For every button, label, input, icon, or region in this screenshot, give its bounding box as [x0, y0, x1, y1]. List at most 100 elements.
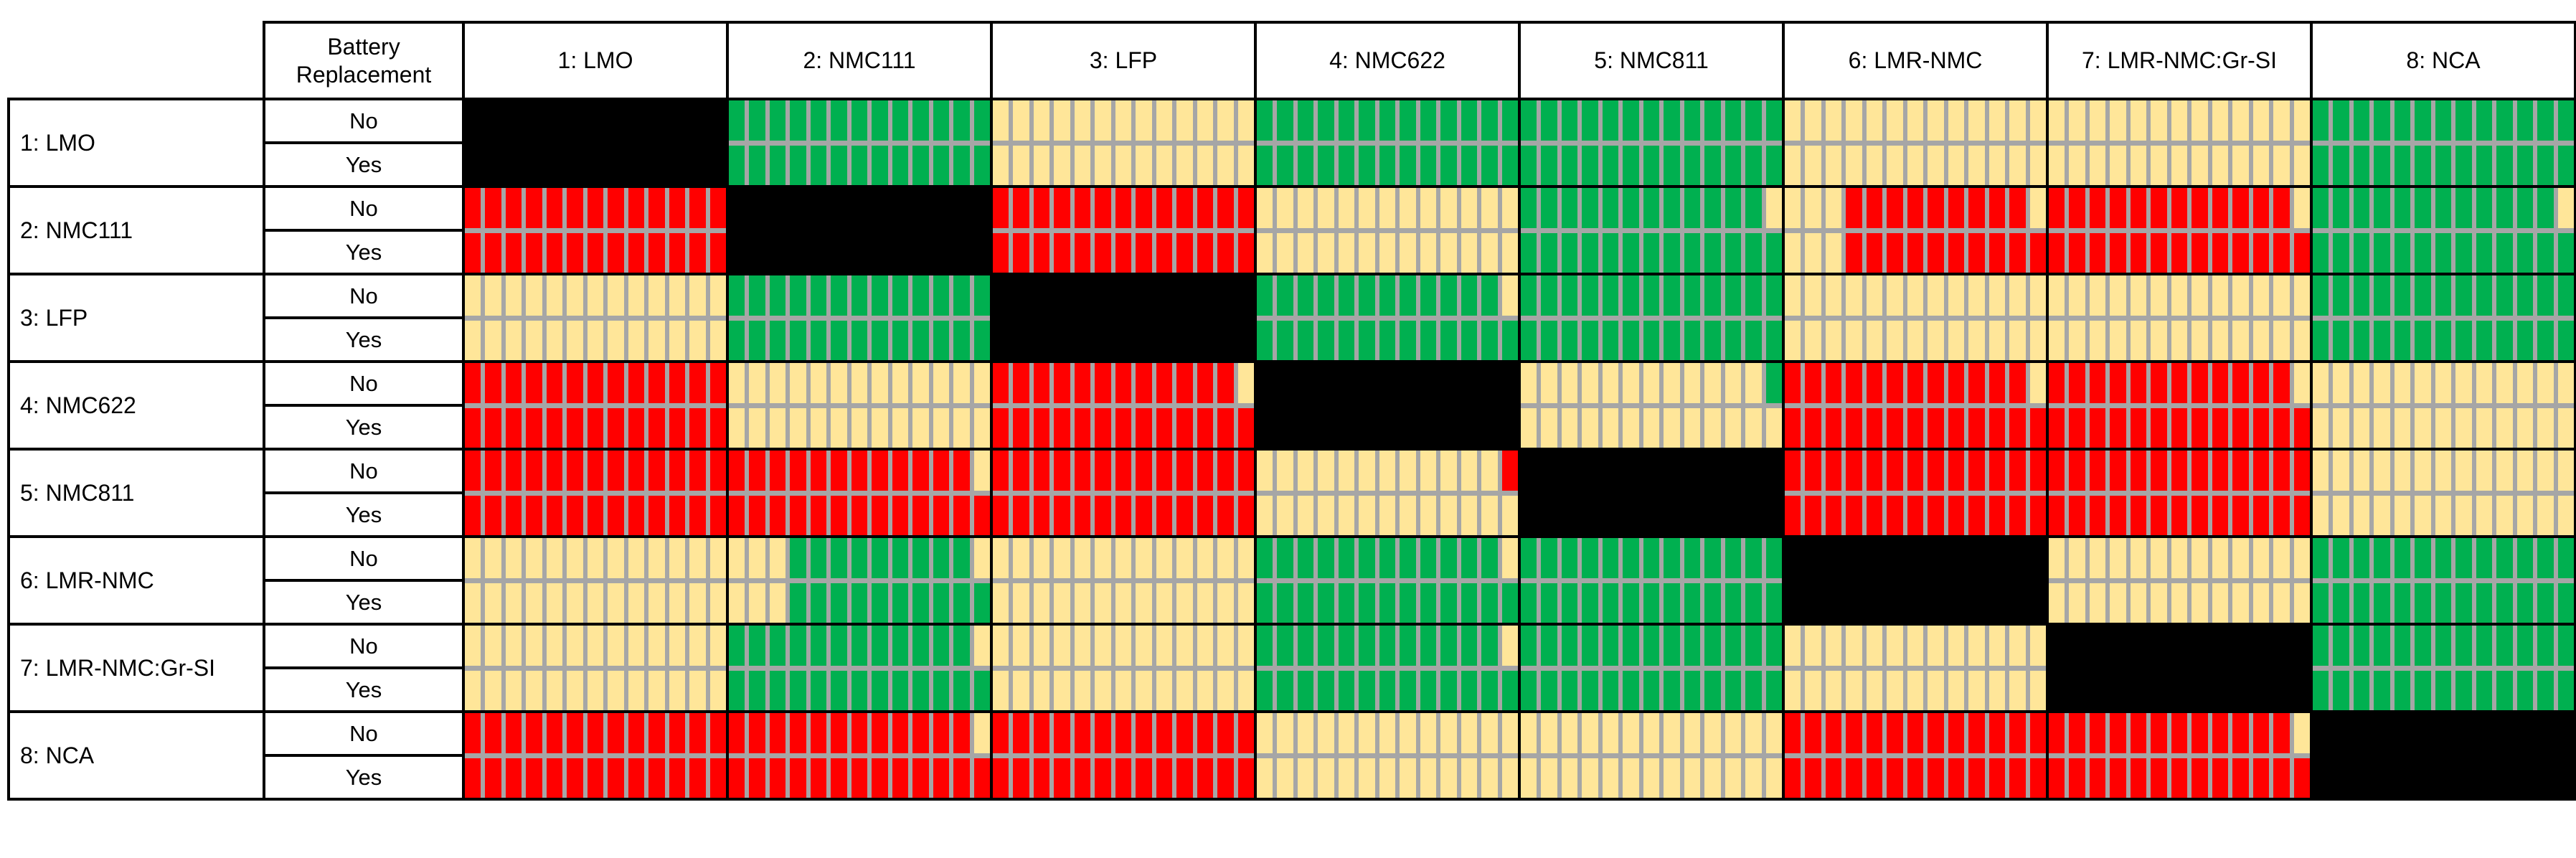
stripe	[2476, 538, 2493, 578]
stripe	[993, 145, 1009, 185]
stripe	[567, 451, 583, 491]
stripe	[2557, 670, 2575, 710]
stripe	[729, 758, 745, 798]
stripe	[993, 188, 1009, 228]
subrow-divider	[465, 402, 726, 408]
subrow-divider	[1257, 578, 1518, 583]
stripe	[669, 713, 686, 753]
stripe	[2435, 495, 2452, 535]
stripe-strip-yes	[2313, 232, 2575, 273]
stripe	[567, 407, 583, 448]
stripe	[1725, 145, 1742, 185]
stripe	[1846, 758, 1862, 798]
stripe	[1643, 320, 1660, 360]
stripe	[1176, 188, 1193, 228]
corner-cell	[10, 24, 263, 98]
stripe	[709, 626, 727, 666]
stripe	[2009, 275, 2026, 316]
subrow-divider	[729, 402, 990, 408]
stripe	[2212, 363, 2229, 403]
stripe	[2313, 583, 2329, 623]
stripe	[2252, 758, 2270, 798]
stripe	[1461, 188, 1478, 228]
matrix-cell-r1-c5	[1521, 100, 1783, 185]
stripe	[2516, 363, 2534, 403]
stripe	[2151, 407, 2167, 448]
stripe	[648, 320, 665, 360]
stripe	[1095, 713, 1111, 753]
stripe	[1257, 538, 1273, 578]
stripe	[1907, 670, 1924, 710]
stripe	[993, 713, 1009, 753]
stripe	[1379, 495, 1396, 535]
stripe	[1379, 758, 1396, 798]
stripe	[2435, 320, 2452, 360]
stripe	[2496, 275, 2513, 316]
matrix-cell-r2-c3	[993, 188, 1255, 273]
stripe	[2232, 363, 2249, 403]
subrow-divider	[729, 315, 990, 321]
matrix-cell-r2-c4	[1257, 188, 1519, 273]
stripe	[810, 100, 827, 141]
stripe	[1765, 583, 1783, 623]
subrow-divider	[729, 665, 990, 671]
stripe	[729, 495, 745, 535]
stripe	[2293, 758, 2311, 798]
stripe	[1095, 670, 1111, 710]
stripe	[628, 451, 645, 491]
stripe	[1095, 100, 1111, 141]
stripe	[1664, 320, 1680, 360]
stripe	[2089, 451, 2106, 491]
stripe	[2089, 363, 2106, 403]
stripe	[2313, 495, 2329, 535]
stripe	[1765, 188, 1783, 228]
stripe	[1136, 713, 1152, 753]
stripe-strip-yes	[465, 495, 727, 535]
stripe	[1623, 626, 1639, 666]
stripe	[1643, 713, 1660, 753]
stripe	[2029, 320, 2047, 360]
stripe	[1338, 188, 1355, 228]
stripe-strip-yes	[465, 320, 727, 360]
stripe	[2212, 145, 2229, 185]
stripe	[1033, 188, 1050, 228]
stripe	[1277, 188, 1293, 228]
stripe	[1237, 232, 1255, 273]
stripe	[1887, 275, 1903, 316]
stripe	[648, 670, 665, 710]
stripe	[669, 188, 686, 228]
stripe	[608, 407, 624, 448]
stripe-strip-no	[465, 275, 727, 316]
stripe	[2516, 670, 2534, 710]
stripe	[2232, 407, 2249, 448]
stripe	[1237, 670, 1255, 710]
stripe	[973, 275, 991, 316]
stripe	[1136, 407, 1152, 448]
stripe	[1440, 320, 1457, 360]
stripe	[2394, 188, 2411, 228]
stripe	[790, 626, 806, 666]
stripe	[1176, 538, 1193, 578]
stripe	[1988, 100, 2006, 141]
stripe	[1785, 407, 1801, 448]
stripe	[1664, 363, 1680, 403]
stripe	[1400, 451, 1416, 491]
stripe	[2476, 188, 2493, 228]
stripe	[892, 538, 909, 578]
stripe	[2089, 713, 2106, 753]
stripe	[2212, 758, 2229, 798]
stripe	[1359, 626, 1375, 666]
stripe	[912, 451, 929, 491]
stripe	[1013, 407, 1029, 448]
stripe	[2394, 232, 2411, 273]
stripe	[1582, 188, 1598, 228]
stripe	[2029, 275, 2047, 316]
battery-no-cell-row6: No	[265, 538, 462, 579]
stripe	[1684, 626, 1701, 666]
stripe	[1623, 363, 1639, 403]
stripe	[485, 538, 501, 578]
stripe	[1541, 626, 1557, 666]
stripe	[2069, 758, 2085, 798]
stripe	[2273, 100, 2290, 141]
stripe	[1481, 100, 1498, 141]
